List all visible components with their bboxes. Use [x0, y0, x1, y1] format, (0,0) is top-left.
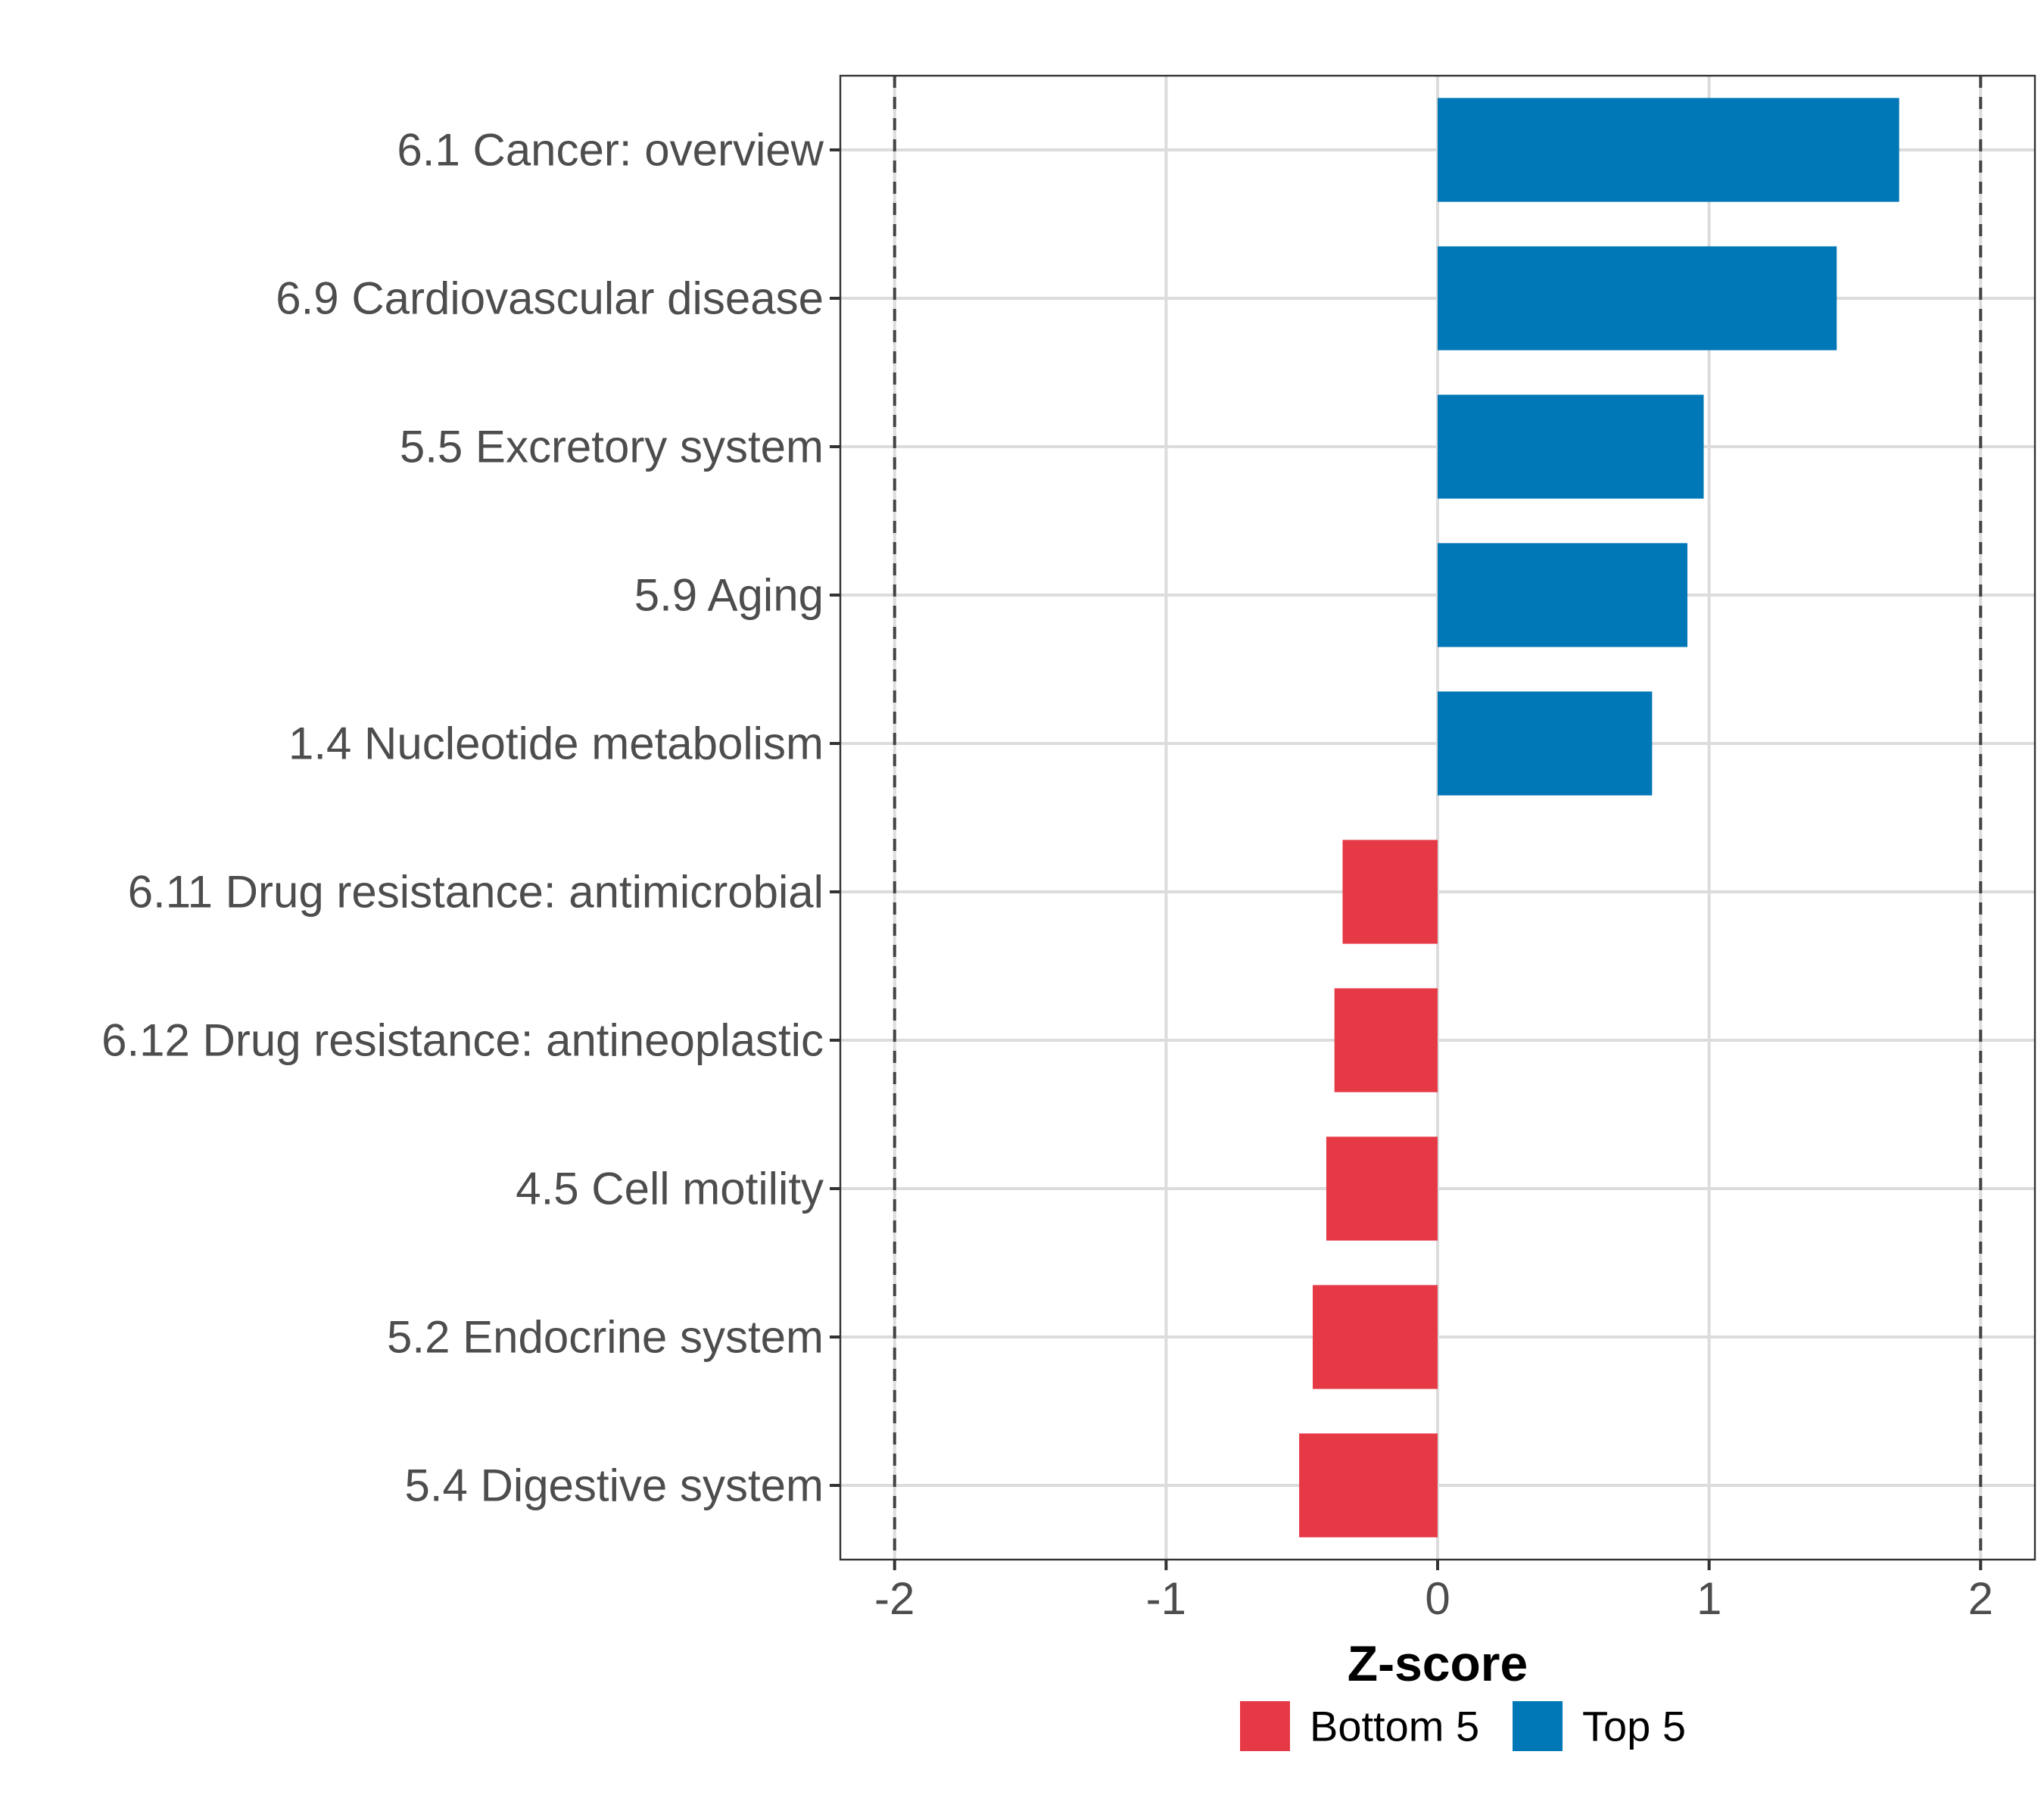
- y-tick-label: 5.2 Endocrine system: [387, 1312, 824, 1363]
- bar: [1334, 988, 1438, 1092]
- y-tick-label: 6.12 Drug resistance: antineoplastic: [101, 1015, 824, 1066]
- bar: [1342, 840, 1438, 944]
- y-tick-label: 6.9 Cardiovascular disease: [276, 273, 824, 324]
- bar: [1313, 1285, 1438, 1389]
- bar: [1438, 394, 1704, 499]
- bar: [1438, 98, 1899, 202]
- y-tick-label: 6.11 Drug resistance: antimicrobial: [128, 867, 824, 918]
- x-axis-title: Z-score: [1348, 1635, 1528, 1691]
- bar: [1438, 543, 1687, 647]
- legend-label: Top 5: [1582, 1703, 1686, 1750]
- legend: Bottom 5 Top 5: [1240, 1701, 1686, 1751]
- y-axis: 6.1 Cancer: overview 6.9 Cardiovascular d…: [101, 125, 840, 1511]
- legend-swatch: [1240, 1701, 1290, 1751]
- x-tick-label: 1: [1697, 1573, 1722, 1624]
- y-tick-label: 5.5 Excretory system: [400, 422, 824, 472]
- y-tick-label: 1.4 Nucleotide metabolism: [288, 718, 824, 769]
- x-tick-label: 0: [1425, 1573, 1450, 1624]
- legend-label: Bottom 5: [1310, 1703, 1479, 1750]
- bars: [1299, 98, 1899, 1538]
- reference-lines: [893, 76, 1983, 1560]
- y-tick-label: 5.4 Digestive system: [404, 1460, 824, 1511]
- y-tick-label: 6.1 Cancer: overview: [397, 125, 824, 176]
- x-tick-label: -2: [874, 1573, 915, 1624]
- legend-swatch: [1513, 1701, 1563, 1751]
- x-tick-label: -1: [1146, 1573, 1186, 1624]
- bar: [1438, 246, 1837, 351]
- x-tick-label: 2: [1968, 1573, 1993, 1624]
- y-tick-label: 5.9 Aging: [634, 570, 824, 621]
- bar: [1326, 1136, 1438, 1241]
- x-axis: -2 -1 0 1 2: [874, 1560, 1993, 1624]
- bar: [1299, 1433, 1438, 1538]
- bar: [1438, 691, 1653, 796]
- y-tick-label: 4.5 Cell motility: [516, 1164, 824, 1214]
